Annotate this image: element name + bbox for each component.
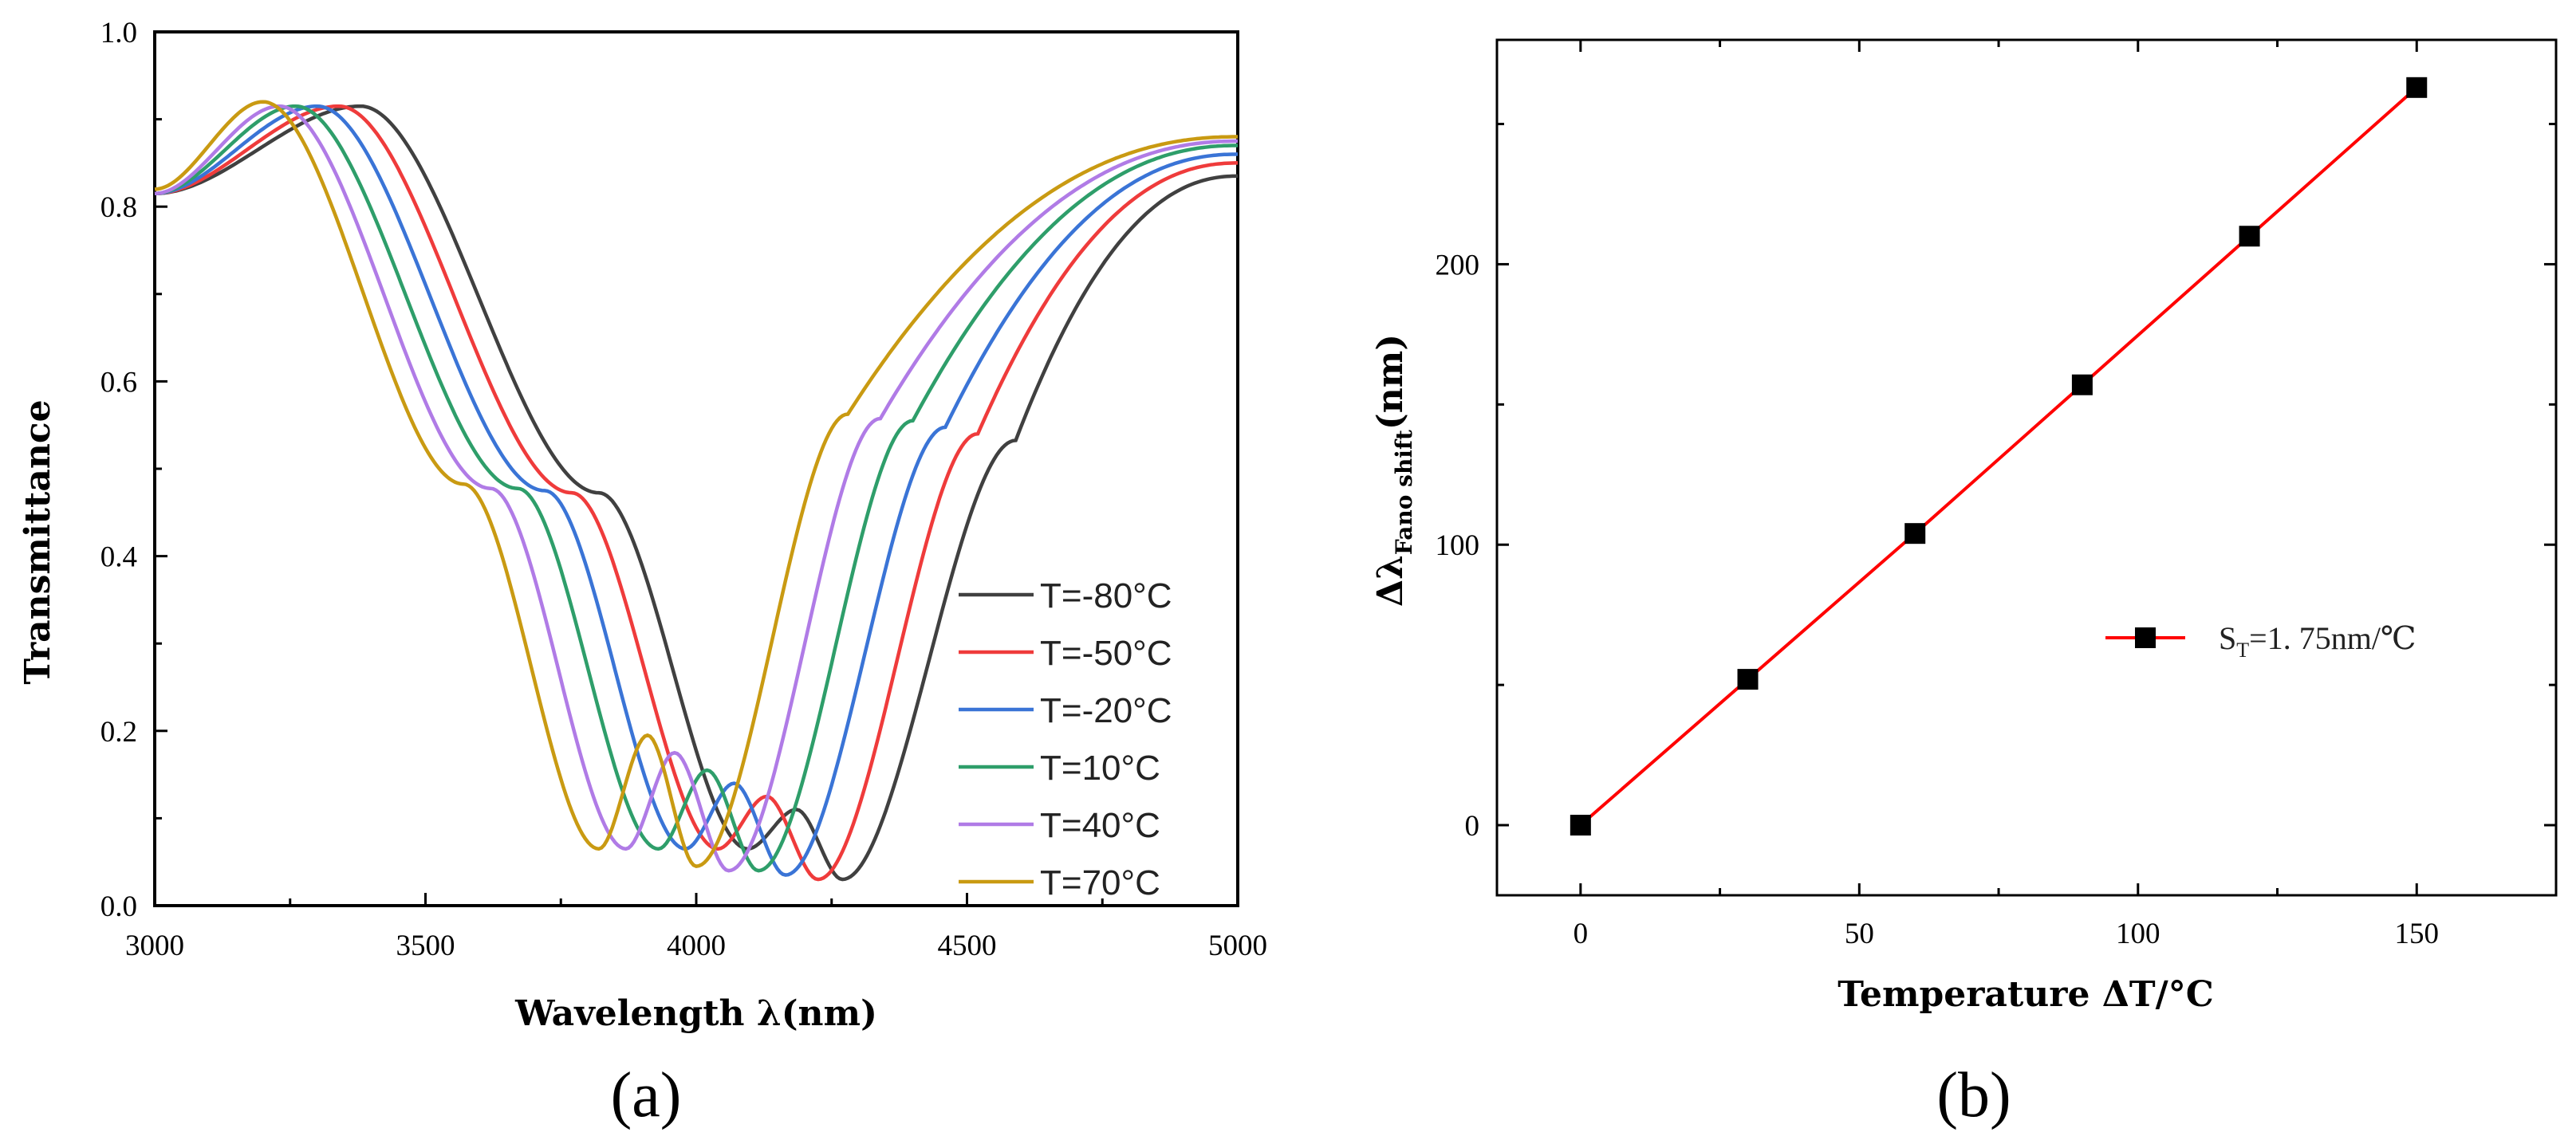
panel-b-legend-label-sub: T	[2236, 639, 2249, 662]
data-point-0	[1570, 815, 1591, 836]
panel-b-y-label-main: Δλ	[1370, 555, 1411, 607]
panel-a-curves	[154, 100, 1239, 882]
panel-a-ticks	[153, 30, 1239, 907]
x-tick-label-3: 4500	[938, 930, 997, 962]
series-line-4	[154, 104, 1238, 873]
legend-label-4: T=40°C	[1040, 806, 1160, 845]
data-point-3	[2071, 374, 2093, 395]
panel-a-x-axis-label: Wavelength λ(nm)	[514, 993, 877, 1034]
series-line-2	[154, 104, 1239, 877]
data-point-5	[2406, 77, 2428, 98]
series-line-1	[154, 104, 1238, 882]
data-point-2	[1904, 523, 1926, 544]
panel-a-legend: T=-80°C T=-50°C T=-20°C T=10°C T=40°C T=70°C	[959, 576, 1172, 902]
x-tick-label-2: 4000	[667, 930, 726, 962]
y-tick-label-0: 0.0	[100, 890, 137, 923]
panel-b-legend-label-rest: =1. 75nm/℃	[2249, 620, 2416, 656]
b-y-tick-label-2: 200	[1436, 249, 1480, 281]
b-y-tick-label-0: 0	[1465, 810, 1480, 843]
x-tick-label-4: 5000	[1208, 930, 1267, 962]
legend-label-2: T=-20°C	[1040, 691, 1172, 730]
legend-label-0: T=-80°C	[1040, 576, 1172, 615]
panel-b-y-tick-labels: 0 100 200	[1436, 249, 1480, 843]
panel-b-legend-label: ST=1. 75nm/℃	[2219, 620, 2416, 662]
y-tick-label-5: 1.0	[100, 17, 137, 49]
panel-a-label: (a)	[611, 1060, 682, 1130]
x-tick-label-0: 3000	[125, 930, 184, 962]
panel-b-y-label-unit: (nm)	[1370, 334, 1411, 430]
series-line-0	[154, 104, 1239, 882]
panel-b-ticks	[1497, 40, 2556, 895]
series-line-b	[1579, 86, 2418, 827]
b-x-tick-label-2: 100	[2116, 918, 2160, 950]
panel-a-x-tick-labels: 3000 3500 4000 4500 5000	[125, 930, 1267, 962]
panel-b-label: (b)	[1936, 1060, 2011, 1130]
panel-b-shift-chart: 0 100 200 0 50 100 150 Temperature ΔT/°C ΔλFa…	[1370, 38, 2558, 1130]
series-line-5	[154, 100, 1238, 869]
panel-b-y-label-sub: Fano shift	[1391, 430, 1417, 555]
panel-b-legend-label-main: S	[2219, 620, 2236, 656]
panel-b-y-axis-label: ΔλFano shift(nm)	[1370, 334, 1417, 607]
panel-b-series	[1570, 77, 2428, 836]
panel-b-plot-frame	[1495, 38, 2558, 897]
y-tick-label-2: 0.4	[100, 541, 137, 574]
panel-b-legend: ST=1. 75nm/℃	[2105, 620, 2416, 662]
series-line-3	[154, 104, 1238, 873]
legend-label-5: T=70°C	[1040, 863, 1160, 902]
panel-b-x-tick-labels: 0 50 100 150	[1574, 918, 2439, 950]
x-tick-label-1: 3500	[396, 930, 455, 962]
y-tick-label-3: 0.6	[100, 366, 137, 399]
legend-label-3: T=10°C	[1040, 749, 1160, 788]
panel-b-legend-marker	[2135, 627, 2156, 648]
panel-a-transmittance-chart: 0.00.20.40.60.81.0 3000 3500 4000 4500 5000 …	[18, 17, 1267, 1130]
b-x-tick-label-1: 50	[1845, 918, 1874, 950]
y-tick-label-4: 0.8	[100, 191, 137, 224]
panel-b-x-axis-label: Temperature ΔT/°C	[1837, 974, 2213, 1015]
b-y-tick-label-1: 100	[1436, 529, 1480, 562]
b-x-tick-label-0: 0	[1574, 918, 1589, 950]
data-point-1	[1737, 669, 1759, 690]
legend-label-1: T=-50°C	[1040, 634, 1172, 673]
panel-a-y-tick-labels: 0.0 0.2 0.4 0.6 0.8 1.0	[100, 17, 137, 923]
b-x-tick-label-3: 150	[2395, 918, 2440, 950]
panel-a-y-axis-label: Transmittance	[18, 399, 58, 684]
data-point-4	[2239, 226, 2260, 247]
y-tick-label-1: 0.2	[100, 716, 137, 749]
